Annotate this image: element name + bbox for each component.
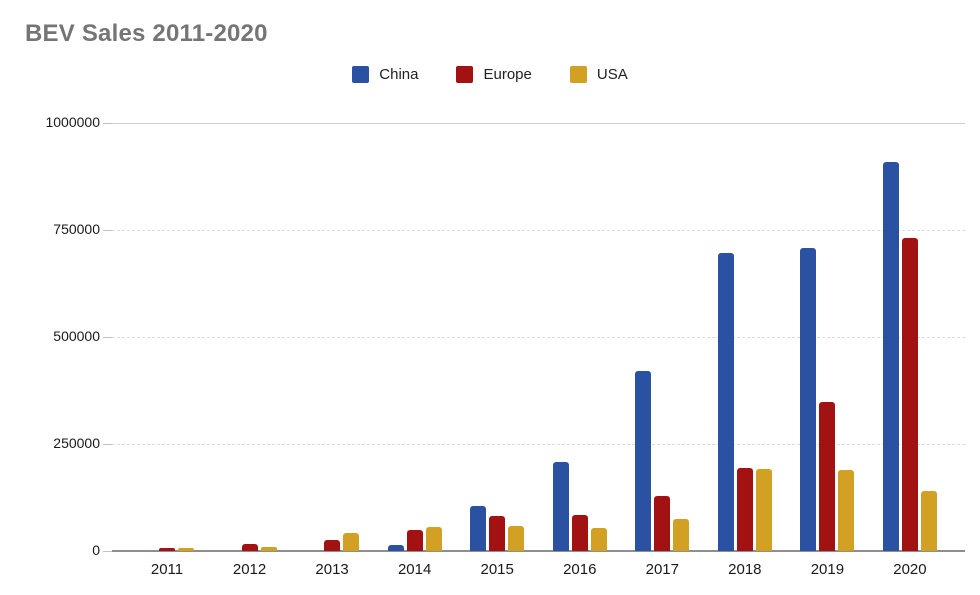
y-axis-tick-1000000: [103, 123, 112, 124]
bar-europe-2015[interactable]: [489, 515, 506, 551]
chart-title: BEV Sales 2011-2020: [25, 20, 268, 47]
legend-marker-china-icon: [352, 66, 370, 83]
x-axis-label-2014: 2014: [397, 561, 432, 578]
bar-china-2015[interactable]: [470, 506, 487, 551]
bar-europe-2016[interactable]: [571, 514, 588, 551]
y-axis-tick-750000: [103, 230, 112, 231]
bar-usa-2014[interactable]: [425, 527, 442, 551]
y-axis-tick-0: [103, 551, 112, 552]
legend-item-europe[interactable]: Europe: [456, 66, 532, 83]
y-axis-label-750000: 750000: [53, 221, 100, 237]
y-axis-label-0: 0: [92, 542, 100, 558]
bar-europe-2018[interactable]: [736, 467, 753, 551]
x-axis-label-2011: 2011: [150, 561, 184, 578]
bar-china-2018[interactable]: [717, 252, 734, 551]
x-axis-label-2013: 2013: [315, 561, 349, 578]
x-axis-baseline: [112, 550, 965, 552]
legend-marker-europe-icon: [456, 66, 474, 83]
bar-europe-2014[interactable]: [406, 529, 423, 551]
bar-usa-2017[interactable]: [673, 518, 690, 551]
x-axis-label-2015: 2015: [480, 561, 514, 578]
x-axis-label-2018: 2018: [728, 561, 762, 578]
bar-usa-2016[interactable]: [590, 528, 607, 551]
bar-china-2019[interactable]: [800, 248, 817, 551]
y-axis-label-1000000: 1000000: [45, 114, 100, 130]
bar-usa-2019[interactable]: [838, 469, 855, 551]
x-axis-label-2020: 2020: [893, 561, 927, 578]
bar-europe-2020[interactable]: [901, 238, 918, 551]
bar-usa-2013[interactable]: [343, 532, 360, 551]
bar-europe-2011[interactable]: [159, 547, 175, 551]
gridline-1000000: [112, 123, 965, 124]
bar-europe-2017[interactable]: [654, 495, 671, 551]
bar-europe-2012[interactable]: [241, 544, 258, 551]
bar-china-2016[interactable]: [552, 462, 569, 551]
plot-area: 0 250000 500000 750000 1000000 2011 2012 2013 20…: [45, 114, 965, 578]
legend-item-china[interactable]: China: [352, 66, 418, 83]
bar-usa-2011[interactable]: [178, 548, 194, 551]
y-axis-label-250000: 250000: [53, 435, 100, 451]
y-axis-tick-500000: [103, 337, 112, 338]
legend-label: USA: [596, 66, 628, 83]
bar-china-2014[interactable]: [387, 544, 404, 551]
bar-usa-2012[interactable]: [260, 546, 277, 551]
legend: China Europe USA: [0, 66, 980, 83]
x-axis-label-2016: 2016: [563, 561, 597, 578]
x-axis-label-2019: 2019: [810, 561, 845, 578]
y-axis-tick-250000: [103, 444, 112, 445]
gridline-250000: [112, 444, 965, 445]
x-axis-label-2017: 2017: [645, 561, 679, 578]
bar-china-2020[interactable]: [882, 162, 899, 551]
y-axis-label-500000: 500000: [53, 328, 100, 344]
gridline-750000: [112, 230, 965, 231]
bar-europe-2019[interactable]: [819, 401, 836, 551]
legend-marker-usa-icon: [569, 66, 587, 83]
bar-usa-2020[interactable]: [920, 491, 937, 551]
bar-usa-2018[interactable]: [755, 469, 772, 551]
bar-europe-2013[interactable]: [324, 540, 341, 551]
gridline-500000: [112, 337, 965, 338]
x-axis-label-2012: 2012: [232, 561, 267, 578]
legend-item-usa[interactable]: USA: [569, 66, 628, 83]
bar-china-2017[interactable]: [635, 371, 652, 551]
bar-usa-2015[interactable]: [508, 526, 525, 551]
legend-label: China: [379, 66, 419, 83]
legend-label: Europe: [483, 66, 532, 83]
